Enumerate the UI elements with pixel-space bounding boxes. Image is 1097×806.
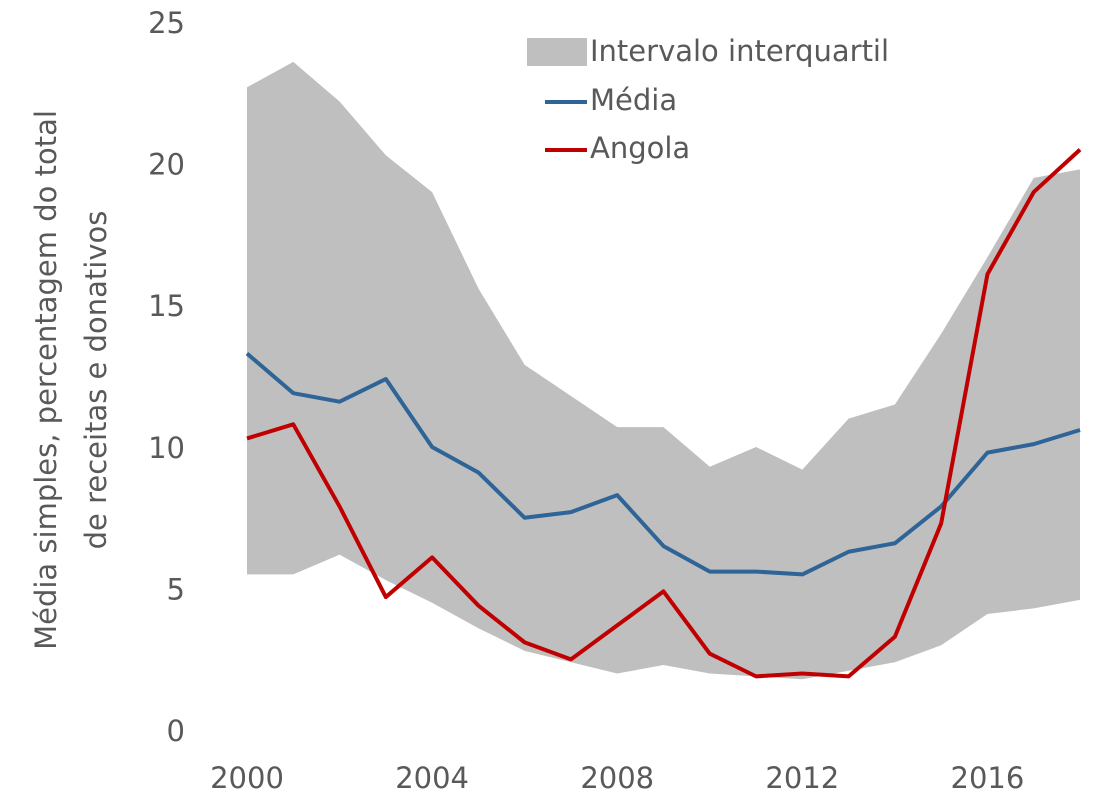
legend-label: Média <box>590 83 677 117</box>
y-tick-label: 20 <box>148 148 185 182</box>
series-line <box>245 351 1081 577</box>
x-tick-label: 2012 <box>765 761 839 795</box>
series-line <box>246 148 1082 679</box>
legend-label: Angola <box>590 131 690 165</box>
y-axis-label: Média simples, percentagem do total <box>29 110 63 650</box>
x-tick-label: 2008 <box>580 761 654 795</box>
legend-swatch <box>527 38 587 66</box>
y-tick-label: 10 <box>148 431 185 465</box>
x-tick-label: 2004 <box>395 761 469 795</box>
y-tick-label: 5 <box>167 572 185 606</box>
legend-label: Intervalo interquartil <box>590 34 889 68</box>
x-tick-label: 2000 <box>210 761 284 795</box>
y-axis-label: de receitas e donativos <box>79 211 113 550</box>
iqr-band <box>247 61 1080 680</box>
y-tick-label: 0 <box>167 714 185 748</box>
x-tick-label: 2016 <box>951 761 1025 795</box>
y-tick-label: 15 <box>148 289 185 323</box>
y-tick-label: 25 <box>148 6 185 40</box>
